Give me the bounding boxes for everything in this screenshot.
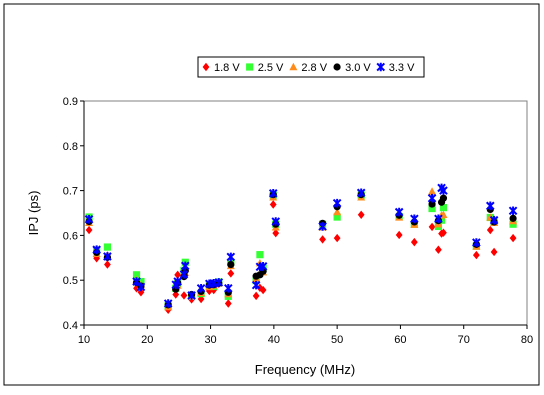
data-point	[214, 278, 224, 287]
data-point	[394, 207, 404, 217]
data-point	[103, 252, 112, 261]
data-point	[269, 200, 277, 209]
data-point	[227, 269, 235, 278]
data-point	[256, 251, 264, 259]
y-tick-label: 0.8	[63, 141, 78, 153]
data-point	[489, 215, 499, 225]
x-tick-label: 80	[521, 334, 533, 346]
data-point	[180, 261, 190, 271]
legend-label: 3.3 V	[389, 62, 415, 74]
data-point	[137, 288, 145, 297]
data-point	[357, 210, 365, 219]
data-point	[439, 204, 448, 212]
data-point	[509, 233, 517, 243]
data-point	[332, 198, 342, 208]
legend-label: 1.8 V	[214, 62, 240, 74]
data-point	[196, 283, 206, 293]
data-point	[410, 214, 419, 224]
legend-label: 3.0 V	[345, 62, 371, 74]
data-point	[439, 194, 448, 202]
data-point	[428, 222, 436, 232]
data-point	[435, 245, 442, 254]
data-point	[434, 214, 443, 224]
data-point	[187, 291, 196, 300]
data-point	[395, 230, 403, 240]
data-point	[224, 299, 232, 308]
legend-label: 2.5 V	[258, 62, 284, 74]
data-point	[333, 213, 341, 221]
data-point	[251, 280, 261, 290]
y-tick-label: 0.4	[63, 320, 78, 332]
data-point	[472, 238, 481, 247]
data-point	[472, 250, 480, 260]
data-marks	[84, 183, 518, 314]
data-point	[268, 188, 278, 198]
data-point	[174, 270, 182, 280]
data-point	[92, 245, 101, 255]
legend: 1.8 V 2.5 V 2.8 V 3.0 V 3.3 V	[202, 62, 415, 74]
data-point	[132, 271, 141, 279]
legend-marker	[202, 62, 210, 72]
data-point	[136, 282, 146, 292]
data-point	[427, 193, 437, 203]
series-asterisk	[84, 183, 518, 308]
data-point	[439, 186, 448, 195]
data-point	[428, 204, 436, 213]
x-tick-label: 30	[204, 334, 216, 346]
data-point	[440, 228, 447, 237]
y-tick-label: 0.9	[63, 96, 78, 108]
x-tick-label: 60	[394, 334, 406, 346]
data-point	[508, 206, 518, 216]
legend-marker	[289, 62, 298, 71]
x-tick-label: 70	[458, 334, 470, 346]
data-point	[163, 299, 173, 308]
axes: 0.4 0.5 0.6 0.7 0.8 0.9 10 20 30 40 50 60 70 80	[63, 96, 533, 346]
data-point	[84, 214, 94, 224]
data-point	[333, 233, 341, 243]
data-point	[271, 217, 281, 226]
y-tick-label: 0.7	[63, 186, 78, 198]
data-point	[85, 225, 93, 235]
data-point	[227, 260, 235, 269]
x-tick-label: 40	[268, 334, 280, 346]
legend-label: 2.8 V	[301, 62, 327, 74]
data-point	[428, 200, 436, 208]
data-point	[179, 270, 189, 279]
x-tick-label: 50	[331, 334, 343, 346]
data-point	[333, 207, 342, 216]
data-point	[103, 243, 112, 251]
x-tick-label: 10	[78, 334, 90, 346]
data-point	[318, 222, 327, 231]
x-tick-label: 20	[141, 334, 153, 346]
legend-box	[197, 56, 425, 78]
data-point	[356, 188, 366, 198]
data-point	[428, 187, 437, 195]
legend-marker	[376, 62, 386, 72]
data-point	[486, 225, 494, 235]
data-point	[410, 237, 418, 247]
data-point	[104, 260, 111, 269]
data-point	[226, 252, 236, 262]
data-point	[272, 228, 280, 238]
data-point	[223, 283, 233, 293]
legend-marker	[333, 63, 341, 71]
legend-marker	[246, 63, 254, 71]
data-point	[180, 291, 188, 300]
data-point	[509, 214, 517, 222]
plot-area	[83, 100, 528, 326]
y-axis-label: IPJ (ps)	[26, 191, 41, 236]
data-point	[172, 290, 180, 299]
y-tick-label: 0.6	[63, 230, 78, 242]
data-point	[490, 247, 498, 257]
data-point	[258, 262, 268, 271]
y-tick-label: 0.5	[63, 275, 78, 287]
data-point	[252, 291, 260, 301]
data-point	[173, 277, 182, 286]
data-point	[485, 201, 495, 211]
x-axis-label: Frequency (MHz)	[255, 362, 355, 377]
data-point	[259, 285, 267, 295]
data-point	[319, 235, 326, 244]
